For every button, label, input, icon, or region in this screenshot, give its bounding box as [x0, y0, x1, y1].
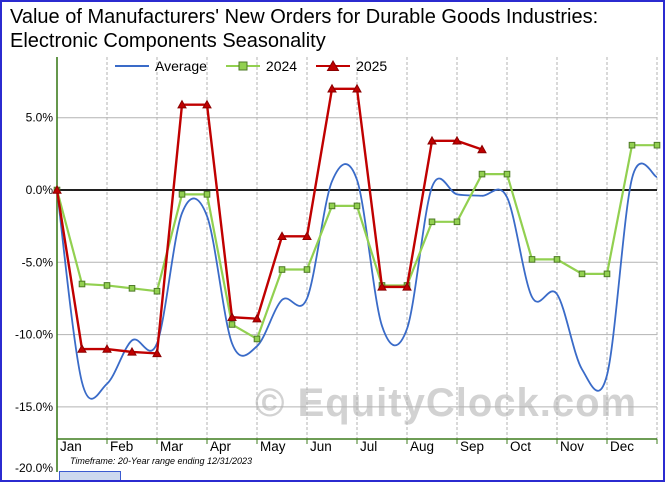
square-marker-icon: [503, 170, 511, 178]
square-marker-icon: [203, 191, 211, 198]
triangle-marker-icon: [52, 184, 62, 194]
square-marker-icon: [628, 141, 636, 149]
triangle-marker-icon: [352, 83, 362, 93]
triangle-marker-icon: [127, 346, 137, 356]
square-marker-icon: [353, 202, 361, 210]
triangle-marker-icon: [302, 231, 312, 240]
square-marker-icon: [653, 141, 661, 149]
y-axis-label: -5.0%: [22, 255, 54, 269]
square-marker-icon: [225, 61, 260, 71]
month-label: Feb: [110, 439, 133, 454]
triangle-marker-icon: [452, 135, 462, 145]
month-label: May: [260, 439, 286, 454]
month-label: Oct: [510, 439, 531, 454]
month-label: Jul: [360, 439, 377, 454]
square-marker-icon: [228, 321, 236, 328]
square-marker-icon: [603, 270, 611, 278]
chart-title: Value of Manufacturers' New Orders for D…: [10, 6, 599, 53]
legend-item-average: Average: [114, 58, 207, 74]
legend-label-average: Average: [155, 58, 207, 74]
month-label: Sep: [460, 439, 484, 454]
triangle-marker-icon: [402, 281, 412, 291]
triangle-marker-icon: [427, 135, 437, 145]
legend-item-2025: 2025: [315, 58, 387, 74]
y-axis-label: -20.0%: [15, 461, 53, 475]
y-axis-label: -15.0%: [15, 400, 53, 414]
square-marker-icon: [303, 266, 311, 273]
month-label: Jun: [310, 439, 332, 454]
square-marker-icon: [553, 256, 561, 263]
month-label: Mar: [160, 439, 184, 454]
square-marker-icon: [178, 191, 186, 198]
y-axis-label: 5.0%: [26, 111, 54, 125]
square-marker-icon: [428, 218, 436, 226]
legend-label-2025: 2025: [356, 58, 388, 74]
triangle-marker-icon: [252, 313, 262, 323]
square-marker-icon: [478, 170, 486, 178]
square-marker-icon: [128, 285, 136, 292]
watermark: © EquityClock.com: [255, 381, 638, 425]
square-marker-icon: [103, 282, 111, 289]
triangle-marker-icon: [152, 348, 162, 358]
triangle-marker-icon: [277, 231, 287, 240]
square-marker-icon: [328, 202, 336, 210]
triangle-marker-icon: [377, 281, 387, 291]
square-marker-icon: [78, 280, 86, 288]
triangle-marker-icon: [102, 344, 112, 353]
triangle-marker-icon: [202, 99, 212, 109]
legend: Average 2024 2025: [114, 58, 387, 74]
triangle-marker-icon: [316, 60, 351, 71]
triangle-marker-icon: [177, 99, 187, 109]
decoration-blue-box: [59, 471, 121, 480]
average-line-sample: [115, 65, 149, 67]
square-marker-icon: [278, 266, 286, 273]
y-axis-label: -10.0%: [15, 328, 53, 342]
square-marker-icon: [528, 256, 536, 263]
square-marker-icon: [578, 270, 586, 278]
legend-label-2024: 2024: [265, 58, 298, 74]
month-label: Jan: [60, 439, 82, 454]
series-line-2025: [55, 87, 483, 355]
square-marker-icon: [453, 218, 461, 226]
triangle-marker-icon: [327, 83, 337, 93]
month-label: Nov: [560, 439, 584, 454]
triangle-marker-icon: [77, 344, 87, 353]
square-marker-icon: [153, 287, 161, 295]
triangle-marker-icon: [477, 144, 487, 154]
month-label: Dec: [610, 439, 634, 454]
square-marker-icon: [253, 335, 261, 343]
legend-item-2024: 2024: [225, 58, 297, 74]
y-axis-label: 0.0%: [26, 183, 54, 197]
triangle-marker-icon: [227, 312, 237, 321]
month-label: Aug: [410, 439, 434, 454]
month-label: Apr: [210, 439, 232, 454]
timeframe-footnote: Timeframe: 20-Year range ending 12/31/20…: [70, 456, 253, 466]
